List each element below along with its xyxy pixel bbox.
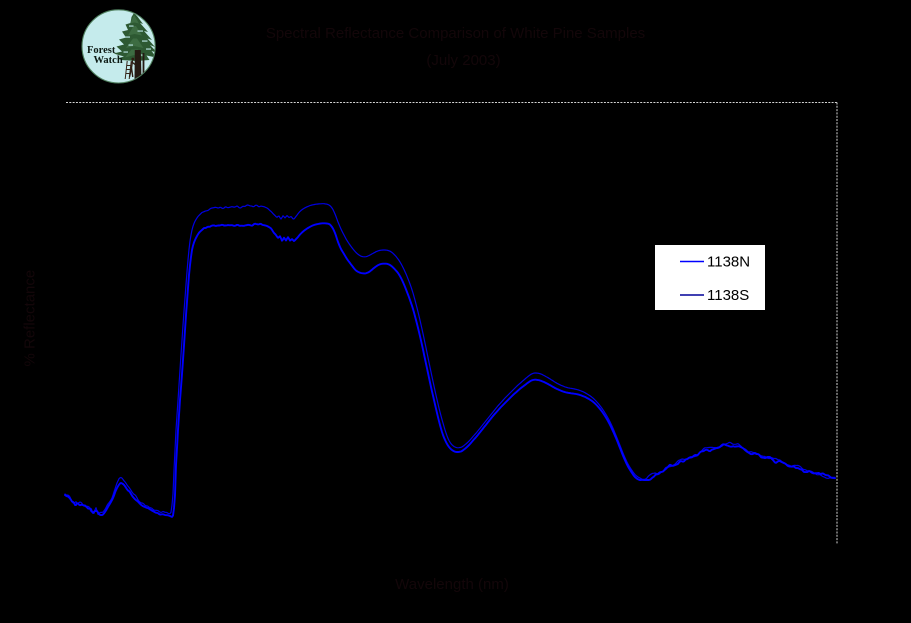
- svg-text:1138N: 1138N: [707, 254, 750, 271]
- svg-text:Watch: Watch: [94, 55, 123, 66]
- svg-text:Forest: Forest: [87, 45, 116, 56]
- svg-text:1138S: 1138S: [707, 287, 749, 304]
